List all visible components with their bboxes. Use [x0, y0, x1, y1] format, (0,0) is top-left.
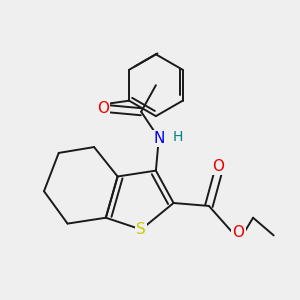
Text: O: O [232, 225, 244, 240]
Text: O: O [212, 159, 224, 174]
Text: N: N [153, 131, 164, 146]
Text: H: H [173, 130, 183, 144]
Text: O: O [97, 101, 109, 116]
Text: S: S [136, 222, 146, 237]
